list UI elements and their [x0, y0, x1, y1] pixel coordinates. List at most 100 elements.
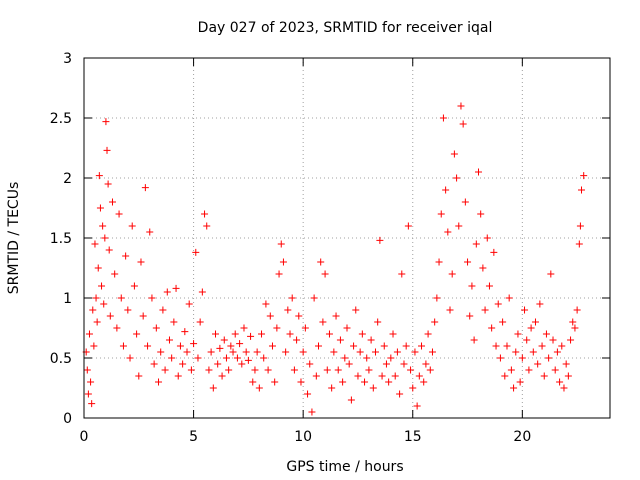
data-point	[562, 360, 570, 368]
data-point	[212, 330, 219, 338]
data-point	[494, 300, 502, 308]
data-point	[119, 342, 127, 350]
data-point	[218, 372, 226, 380]
data-point	[560, 384, 568, 392]
data-point	[229, 348, 237, 356]
y-tick-label: 0	[63, 411, 72, 427]
data-point	[260, 354, 268, 362]
data-point	[398, 270, 406, 278]
data-point	[264, 366, 272, 374]
data-point	[369, 384, 377, 392]
data-point	[580, 172, 588, 180]
data-point	[163, 288, 171, 296]
data-point	[133, 330, 141, 338]
data-point	[299, 348, 307, 356]
data-point	[220, 336, 228, 344]
data-point	[231, 330, 239, 338]
data-point	[529, 348, 537, 356]
data-point	[510, 384, 518, 392]
data-point	[540, 372, 548, 380]
data-point	[181, 328, 189, 336]
data-point	[470, 336, 478, 344]
data-point	[426, 366, 434, 374]
data-point	[96, 204, 104, 212]
x-tick-label: 0	[80, 429, 89, 445]
data-point	[450, 150, 458, 158]
data-point	[446, 306, 454, 314]
data-point	[249, 378, 257, 386]
data-point	[536, 300, 544, 308]
data-point	[85, 330, 93, 338]
data-point	[328, 384, 336, 392]
data-point	[567, 336, 575, 344]
data-point	[512, 348, 520, 356]
data-point	[279, 258, 287, 266]
data-point	[334, 366, 342, 374]
data-point	[507, 366, 515, 374]
data-point	[400, 360, 408, 368]
data-point	[201, 210, 209, 218]
data-point	[146, 228, 154, 236]
data-point	[194, 354, 202, 362]
data-point	[542, 330, 550, 338]
axis-ticks	[83, 57, 610, 419]
data-point	[525, 366, 533, 374]
x-axis-label: GPS time / hours	[286, 459, 403, 475]
data-point	[190, 340, 198, 348]
data-point	[247, 332, 255, 340]
data-point	[139, 312, 147, 320]
data-point	[422, 360, 430, 368]
data-point	[518, 354, 526, 362]
data-point	[404, 222, 412, 230]
data-point	[88, 400, 96, 408]
data-point	[479, 264, 487, 272]
data-point	[319, 318, 327, 326]
data-point	[115, 210, 123, 218]
data-point	[578, 186, 586, 194]
data-point	[159, 306, 167, 314]
data-point	[490, 248, 498, 256]
data-point	[301, 324, 309, 332]
data-point	[573, 306, 581, 314]
data-point	[288, 294, 296, 302]
data-point	[152, 324, 160, 332]
data-point	[91, 240, 99, 248]
data-point	[468, 282, 476, 290]
data-point	[312, 372, 320, 380]
data-point	[258, 330, 266, 338]
data-point	[531, 318, 539, 326]
data-point	[275, 270, 283, 278]
data-point	[196, 318, 204, 326]
data-point	[499, 318, 507, 326]
data-point	[336, 336, 344, 344]
data-point	[575, 240, 583, 248]
data-point	[367, 336, 375, 344]
data-point	[523, 336, 531, 344]
data-point	[253, 348, 261, 356]
data-point	[437, 210, 445, 218]
data-point	[330, 348, 338, 356]
data-point	[161, 366, 169, 374]
data-point	[113, 324, 121, 332]
data-point	[262, 300, 270, 308]
data-point	[101, 234, 109, 242]
data-point	[111, 270, 119, 278]
data-point	[87, 378, 95, 386]
data-point	[216, 344, 224, 352]
data-point	[453, 174, 461, 182]
data-point	[141, 184, 149, 192]
data-point	[393, 348, 401, 356]
data-point	[122, 252, 130, 260]
y-tick-label: 0.5	[50, 351, 72, 367]
data-point	[306, 360, 314, 368]
data-point	[477, 210, 485, 218]
data-point	[244, 356, 252, 364]
data-point	[551, 366, 559, 374]
x-tick-label: 5	[189, 429, 198, 445]
data-point	[83, 366, 91, 374]
data-point	[521, 306, 529, 314]
data-point	[172, 284, 180, 292]
data-point	[179, 360, 187, 368]
data-point	[549, 336, 557, 344]
